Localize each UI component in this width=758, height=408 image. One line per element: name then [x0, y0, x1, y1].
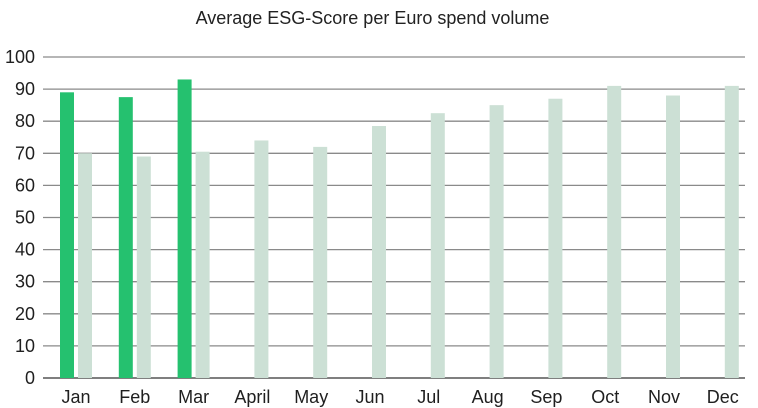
bar [724, 85, 739, 378]
bar [78, 153, 92, 378]
y-tick-label: 20 [15, 304, 35, 324]
bar [607, 85, 622, 378]
bar [118, 97, 133, 378]
x-tick-label: May [294, 387, 328, 407]
bar [177, 79, 192, 378]
y-tick-label: 10 [15, 336, 35, 356]
x-tick-label: Oct [591, 387, 619, 407]
bar [666, 95, 680, 379]
bar [60, 92, 74, 378]
y-tick-label: 60 [15, 175, 35, 195]
x-tick-label: April [234, 387, 270, 407]
bar [195, 151, 210, 378]
x-tick-label: Jul [417, 387, 440, 407]
y-tick-label: 90 [15, 79, 35, 99]
bar [489, 105, 504, 379]
x-tick-label: Dec [707, 387, 739, 407]
bar [254, 140, 269, 378]
y-tick-label: 30 [15, 272, 35, 292]
gridlines [43, 56, 745, 379]
bar [430, 113, 445, 379]
y-tick-label: 40 [15, 240, 35, 260]
y-tick-label: 50 [15, 208, 35, 228]
y-tick-label: 0 [25, 368, 35, 388]
bar [136, 156, 151, 378]
y-tick-label: 80 [15, 111, 35, 131]
x-axis-ticks: Jan Feb Mar April May Jun Jul Aug Sep Oct Nov Dec [61, 387, 738, 407]
bars [60, 79, 739, 379]
bar [313, 146, 328, 378]
x-tick-label: Nov [648, 387, 680, 407]
x-tick-label: Sep [530, 387, 562, 407]
y-tick-label: 100 [5, 47, 35, 67]
bar [548, 98, 563, 378]
bar [372, 126, 386, 378]
x-tick-label: Mar [178, 387, 209, 407]
y-tick-label: 70 [15, 143, 35, 163]
x-tick-label: Aug [472, 387, 504, 407]
chart-title: Average ESG-Score per Euro spend volume [195, 8, 550, 28]
y-axis-ticks: 0 10 20 30 40 50 60 70 80 90 100 [5, 47, 35, 388]
x-tick-label: Jan [61, 387, 90, 407]
x-tick-label: Feb [119, 387, 150, 407]
x-tick-label: Jun [355, 387, 384, 407]
